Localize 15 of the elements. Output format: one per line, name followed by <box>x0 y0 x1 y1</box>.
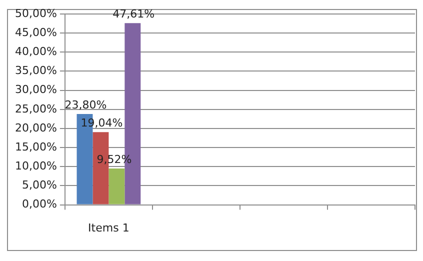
y-tick-label: 10,00% <box>14 160 57 172</box>
y-tick-label: 40,00% <box>14 45 57 58</box>
y-tick-label: 25,00% <box>14 102 57 116</box>
x-tick-label: Items 1 <box>88 221 130 234</box>
y-tick-label: 15,00% <box>14 140 57 154</box>
y-tick-label: 35,00% <box>14 64 57 78</box>
y-tick-label: 20,00% <box>14 121 57 134</box>
y-tick-label: 0,00% <box>22 198 57 211</box>
bar <box>108 168 125 204</box>
y-tick-label: 50,00% <box>14 6 57 20</box>
y-tick-label: 5,00% <box>22 178 57 192</box>
data-label: 23,80% <box>64 98 107 112</box>
y-tick-label: 45,00% <box>14 26 57 39</box>
y-tick-label: 30,00% <box>14 83 57 96</box>
data-label: 47,61% <box>112 7 155 20</box>
